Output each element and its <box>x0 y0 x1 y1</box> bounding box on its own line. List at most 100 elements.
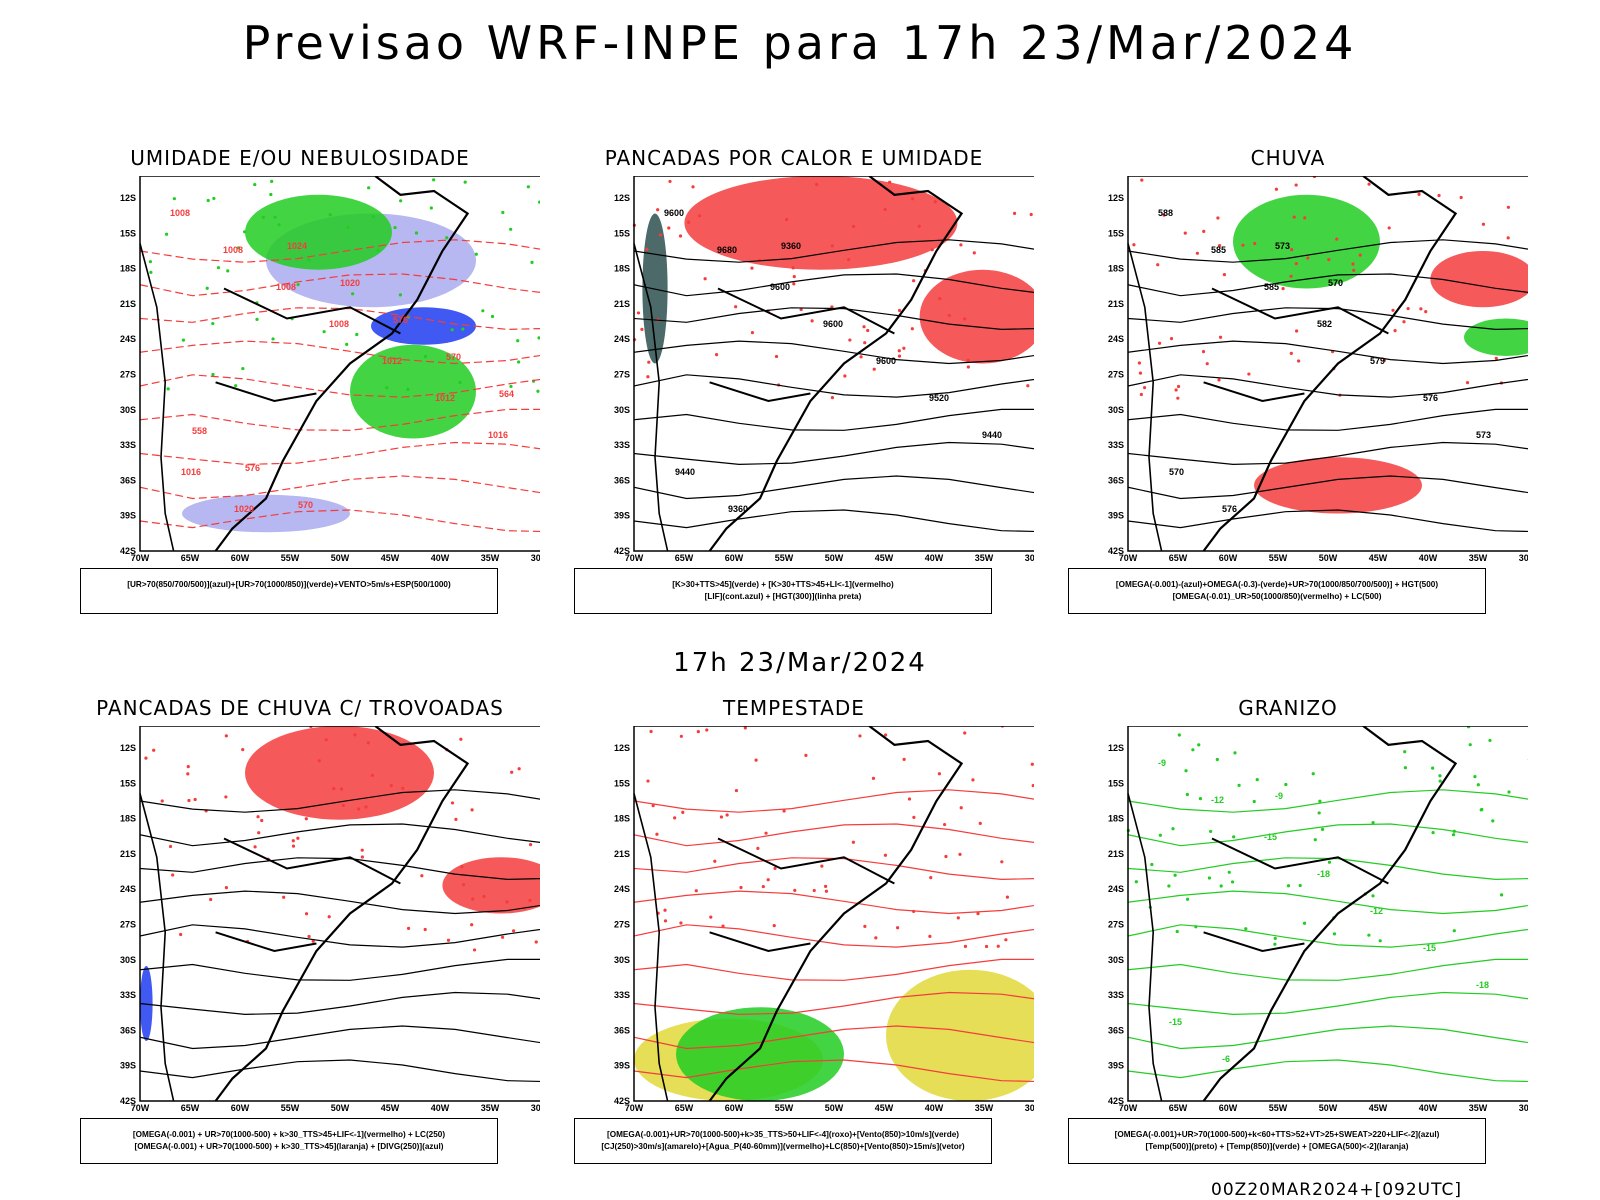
contour-label: 579 <box>1370 356 1385 366</box>
precip-dot <box>1352 268 1356 272</box>
precip-dot <box>311 939 315 943</box>
precip-dot <box>1219 884 1223 888</box>
shaded-region <box>182 494 350 533</box>
precip-dot <box>804 753 808 757</box>
precip-dot <box>237 246 241 250</box>
lat-label: 36S <box>120 1025 136 1035</box>
country-border <box>215 931 317 953</box>
contour-line <box>633 823 1034 847</box>
precip-dot <box>663 919 668 923</box>
precip-dot <box>423 354 428 359</box>
precip-dot <box>450 328 454 332</box>
panel-legend: [OMEGA(-0.001)+UR>70(1000-500)+k>35_TTS>… <box>574 1118 992 1164</box>
precip-dot <box>694 889 698 893</box>
lat-label: 27S <box>614 920 630 930</box>
contour-line <box>139 958 540 981</box>
precip-dot <box>1191 748 1195 752</box>
precip-dot <box>1403 766 1407 770</box>
precip-dot <box>1506 236 1510 240</box>
precip-dot <box>243 230 247 234</box>
precip-dot <box>1507 790 1511 794</box>
lat-label: 15S <box>614 778 630 788</box>
lat-label: 39S <box>120 511 136 521</box>
precip-dot <box>883 853 888 857</box>
precip-dot <box>883 207 887 212</box>
shaded-region <box>1254 457 1422 514</box>
lat-label: 18S <box>614 264 630 274</box>
precip-dot <box>658 233 663 237</box>
precip-dot <box>843 374 847 378</box>
precip-dot <box>1437 193 1441 198</box>
precip-dot <box>646 375 650 379</box>
lat-label: 33S <box>120 990 136 1000</box>
precip-dot <box>1298 883 1302 888</box>
shaded-region <box>1233 194 1380 289</box>
precip-dot <box>709 915 713 919</box>
precip-dot <box>528 898 532 903</box>
lat-label: 27S <box>1108 920 1124 930</box>
precip-dot <box>172 197 176 201</box>
lat-label: 15S <box>120 778 136 788</box>
lat-label: 30S <box>614 955 630 965</box>
shaded-region <box>371 307 476 345</box>
precip-dot <box>1177 733 1181 737</box>
precip-dot <box>996 944 1000 948</box>
precip-dot <box>703 277 707 281</box>
contour-label: 9680 <box>717 245 737 255</box>
precip-dot <box>1232 835 1236 839</box>
contour-line <box>633 958 1034 981</box>
precip-dot <box>734 788 739 793</box>
contour-label: 585 <box>1211 245 1226 255</box>
precip-dot <box>1327 258 1331 262</box>
contour-label: -18 <box>1317 869 1330 879</box>
precip-dot <box>517 360 521 364</box>
precip-dot <box>1476 783 1480 787</box>
map-layers <box>633 726 1034 1102</box>
precip-dot <box>538 200 540 204</box>
precip-dot <box>678 234 683 238</box>
precip-dot <box>450 801 455 805</box>
lat-label: 12S <box>120 193 136 203</box>
precip-dot <box>205 286 209 290</box>
lon-label: 55W <box>281 1103 300 1113</box>
lon-label: 55W <box>1269 553 1288 563</box>
precip-dot <box>1317 811 1321 815</box>
lat-label: 21S <box>120 849 136 859</box>
precip-dot <box>1026 384 1030 388</box>
precip-dot <box>1237 783 1241 787</box>
precip-dot <box>423 927 427 932</box>
contour-label: 1016 <box>488 430 508 440</box>
contour-label: 1012 <box>382 356 402 366</box>
contour-label: 582 <box>1317 319 1332 329</box>
precip-dot <box>360 848 364 852</box>
contour-line <box>633 239 1034 263</box>
precip-dot <box>1169 337 1174 341</box>
precip-dot <box>1506 205 1510 209</box>
lon-label: 65W <box>181 1103 200 1113</box>
andes-coast <box>633 793 669 1102</box>
map-layers <box>139 176 540 552</box>
precip-dot <box>947 313 951 318</box>
precip-dot <box>166 387 170 391</box>
lon-label: 40W <box>925 553 944 563</box>
contour-line <box>1127 857 1528 881</box>
contour-line <box>1127 890 1528 915</box>
precip-dot <box>1167 884 1171 888</box>
lon-label: 40W <box>925 1103 944 1113</box>
precip-dot <box>1327 860 1332 864</box>
precip-dot <box>241 366 245 371</box>
precip-dot <box>721 924 725 928</box>
contour-label: 588 <box>1158 208 1173 218</box>
contour-label: -15 <box>1264 832 1277 842</box>
precip-dot <box>216 266 221 270</box>
precip-dot <box>1174 388 1178 392</box>
country-border <box>215 381 317 403</box>
precip-dot <box>1230 880 1235 884</box>
precip-dot <box>1273 936 1277 940</box>
legend-line: [Temp(500)](preto) + [Temp(850)](verde) … <box>1145 1142 1409 1151</box>
precip-dot <box>1294 329 1299 333</box>
shaded-region <box>442 857 540 914</box>
lat-label: 15S <box>120 228 136 238</box>
precip-dot <box>261 215 265 219</box>
contour-line <box>633 340 1034 365</box>
